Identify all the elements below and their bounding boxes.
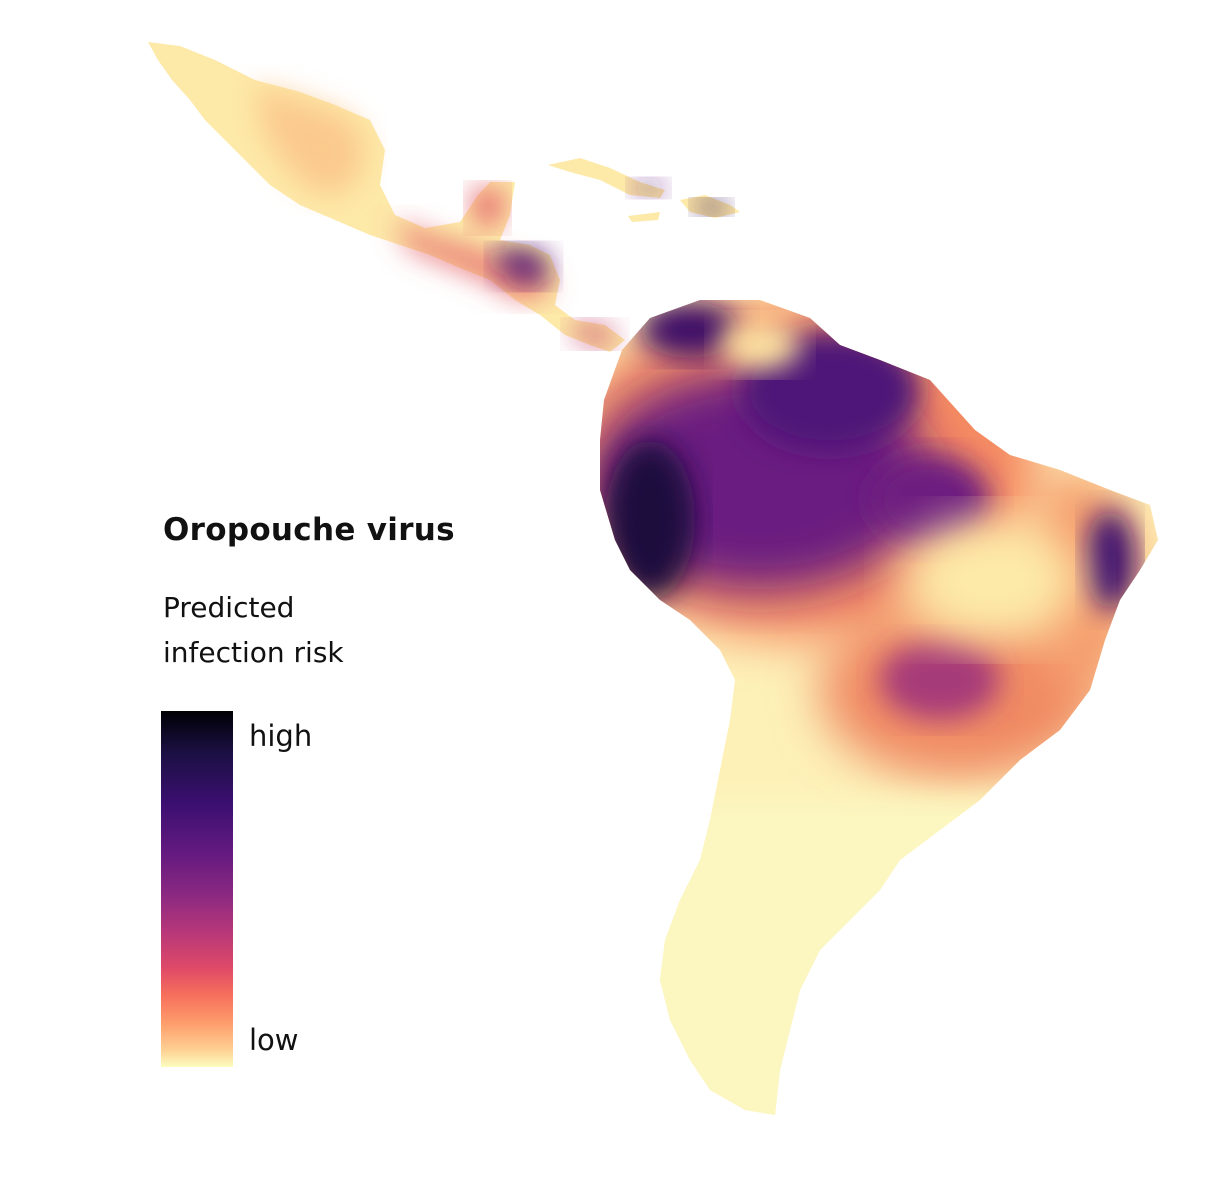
legend-subtitle: Predicted infection risk: [163, 585, 344, 675]
map-title: Oropouche virus: [163, 512, 455, 548]
mexico-central-america: [148, 42, 625, 352]
legend-subtitle-line2: infection risk: [163, 636, 344, 669]
south-america: [600, 300, 1158, 1115]
color-scale-bar: [161, 711, 233, 1067]
legend-high-label: high: [249, 719, 313, 753]
legend-low-label: low: [249, 1023, 299, 1057]
legend-subtitle-line1: Predicted: [163, 591, 295, 624]
caribbean-islands: [548, 158, 740, 222]
